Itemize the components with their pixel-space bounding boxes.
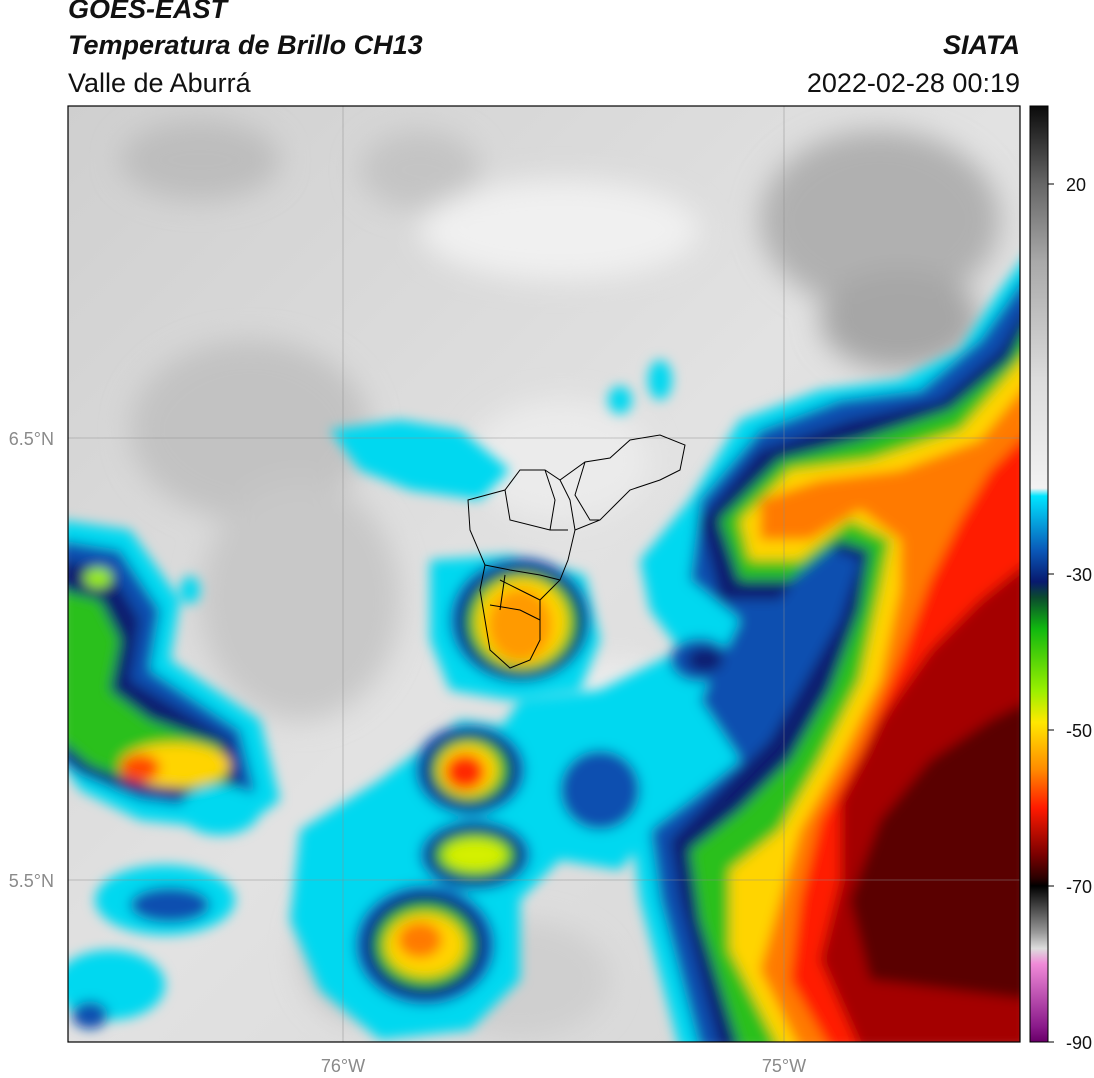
product-title: Temperatura de Brillo CH13 [68,30,423,60]
map-frame [67,105,1021,1043]
lat-tick-label: 5.5°N [9,871,54,891]
gridlines [68,106,1020,1042]
colorbar-tick-label: -70 [1066,877,1092,897]
lat-tick-label: 6.5°N [9,429,54,449]
region-subtitle: Valle de Aburrá [68,68,251,98]
lon-tick-label: 76°W [321,1056,365,1076]
colorbar-ticks: 20 -30 -50 -70 -90 [1048,175,1092,1053]
satellite-title: GOES-EAST [68,0,228,24]
colorbar-tick-label: -90 [1066,1033,1092,1053]
colorbar: 20 -30 -50 -70 -90 [1029,105,1092,1053]
convective-clouds [68,263,1020,1042]
colorbar-tick-label: 20 [1066,175,1086,195]
colorbar-tick-label: -30 [1066,565,1092,585]
municipal-boundaries [467,434,686,669]
colorbar-bar [1029,105,1049,1043]
agency-label: SIATA [943,30,1020,60]
imagery-layer [68,106,1020,1042]
lat-axis: 6.5°N 5.5°N [9,429,54,891]
lon-tick-label: 75°W [762,1056,806,1076]
datetime-label: 2022-02-28 00:19 [806,68,1020,98]
gray-cloud-texture [120,120,1000,1040]
lon-axis: 76°W 75°W [321,1056,806,1076]
colorbar-tick-label: -50 [1066,721,1092,741]
